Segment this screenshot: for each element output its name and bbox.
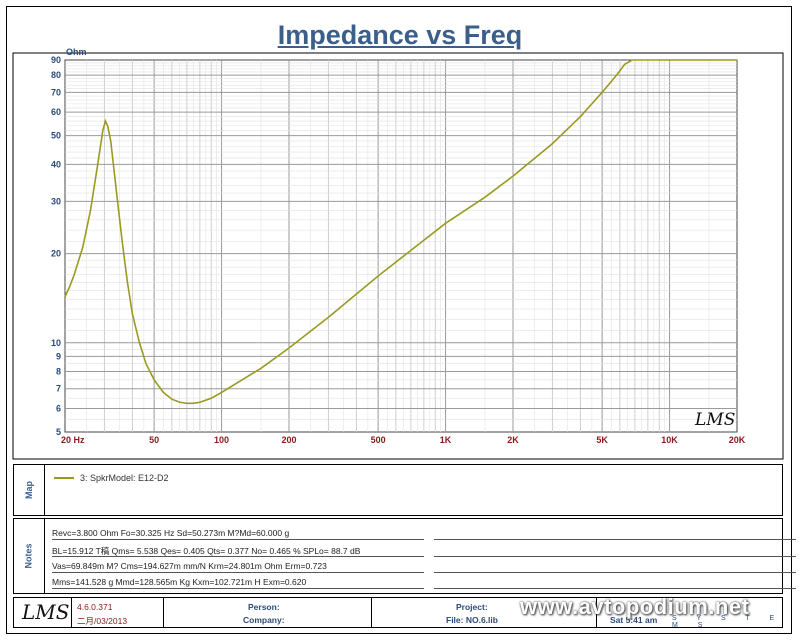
y-tick-label: 7 xyxy=(56,384,61,394)
plot-area xyxy=(64,59,738,433)
y-tick-label: 70 xyxy=(51,87,61,97)
notes-row-1: Revc=3.800 Ohm Fo=30.325 Hz Sd=50.273m M… xyxy=(52,528,290,538)
impedance-series-line xyxy=(64,59,737,405)
chart-grid xyxy=(64,59,738,433)
y-tick-label: 40 xyxy=(51,159,61,169)
x-tick-label: 200 xyxy=(281,435,296,445)
person-label: Person: xyxy=(248,602,280,612)
x-tick-label: 50 xyxy=(149,435,159,445)
x-tick-label: 500 xyxy=(371,435,386,445)
version-text: 4.6.0.371 xyxy=(77,602,113,612)
y-tick-label: 8 xyxy=(56,367,61,377)
x-tick-label: 20K xyxy=(729,435,746,445)
lms-watermark: LMS xyxy=(694,410,735,430)
systems-text: S Y S T E M S xyxy=(672,615,784,629)
y-tick-label: 10 xyxy=(51,338,61,348)
footer-person-cell: Person: Company: xyxy=(163,598,372,627)
map-entry[interactable]: 3: SpkrModel: E12-D2 xyxy=(54,473,169,483)
time-text: Sat 5:41 am xyxy=(610,615,658,625)
footer-logo-cell: LMS xyxy=(14,598,72,627)
y-tick-label: 6 xyxy=(56,404,61,414)
notes-row-2: BL=15.912 T稿 Qms= 5.538 Qes= 0.405 Qts= … xyxy=(52,546,361,556)
notes-row-4: Mms=141.528 g Mmd=128.565m Kg Kxm=102.72… xyxy=(52,577,307,587)
x-tick-labels: 20 Hz 50 100 200 500 1K 2K 5K 10K 20K xyxy=(61,435,746,445)
chart-frame xyxy=(12,52,784,460)
file-label: File: NO.6.lib xyxy=(446,615,498,625)
y-tick-label: 60 xyxy=(51,107,61,117)
y-tick-label: 9 xyxy=(56,351,61,361)
y-axis-label: Ohm xyxy=(66,47,87,57)
y-tick-label: 80 xyxy=(51,70,61,80)
x-tick-label: 20 Hz xyxy=(61,435,85,445)
x-tick-label: 10K xyxy=(661,435,678,445)
notes-row-3: Vas=69.849m M? Cms=194.627m mm/N Krm=24.… xyxy=(52,561,327,571)
x-tick-label: 5K xyxy=(596,435,608,445)
y-tick-label: 30 xyxy=(51,196,61,206)
date-text: 二月/03/2013 xyxy=(77,616,128,626)
footer-info-bar: LMS 4.6.0.371 二月/03/2013 Person: Company… xyxy=(13,597,783,628)
y-tick-label: 50 xyxy=(51,131,61,141)
x-tick-label: 2K xyxy=(507,435,519,445)
page-frame xyxy=(6,6,792,634)
project-label: Project: xyxy=(456,602,488,612)
footer-time-cell: Sat 5:41 am xyxy=(596,598,782,627)
map-entry-label: 3: SpkrModel: E12-D2 xyxy=(80,473,169,483)
map-side-label: Map xyxy=(14,465,45,515)
notes-side-label: Notes xyxy=(14,519,45,593)
notes-section: Notes Revc=3.800 Ohm Fo=30.325 Hz Sd=50.… xyxy=(13,518,796,594)
lms-logo: LMS xyxy=(22,600,70,624)
x-tick-label: 1K xyxy=(440,435,452,445)
y-tick-label: 90 xyxy=(51,55,61,65)
series-swatch xyxy=(54,477,74,479)
footer-project-cell: Project: File: NO.6.lib xyxy=(371,598,597,627)
map-section: Map 3: SpkrModel: E12-D2 xyxy=(13,464,783,516)
x-tick-label: 100 xyxy=(214,435,229,445)
y-tick-labels: 5 6 7 8 9 10 20 30 40 50 60 70 80 90 xyxy=(51,55,61,437)
y-tick-label: 5 xyxy=(56,427,61,437)
chart-title: Impedance vs Freq xyxy=(277,20,523,50)
y-tick-label: 20 xyxy=(51,249,61,259)
site-watermark: www.avtopodium.net xyxy=(520,594,750,619)
company-label: Company: xyxy=(243,615,285,625)
impedance-chart: 5 6 7 8 9 10 20 30 40 50 60 70 80 90 20 Hz 50 100 200 500… xyxy=(12,47,784,460)
footer-version-cell: 4.6.0.371 二月/03/2013 xyxy=(71,598,164,627)
